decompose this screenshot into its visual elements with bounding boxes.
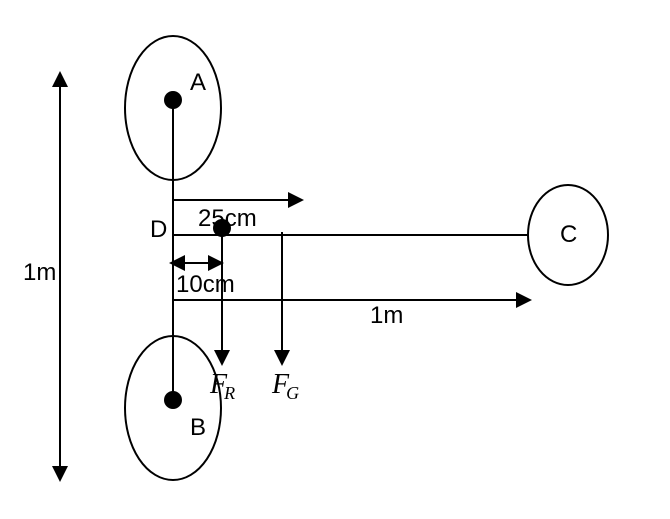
label-fr: FR	[209, 369, 235, 403]
label-fr-sub: R	[223, 383, 235, 403]
label-1m-vert: 1m	[23, 259, 56, 286]
physics-diagram: 1m 25cm 10cm 1m FR FG A B C D	[0, 0, 670, 519]
dot-a	[164, 91, 182, 109]
label-a: A	[190, 69, 206, 96]
label-1m-horiz: 1m	[370, 302, 403, 329]
label-10cm: 10cm	[176, 271, 235, 298]
label-fg: FG	[271, 369, 299, 403]
dot-b	[164, 391, 182, 409]
label-b: B	[190, 414, 206, 441]
label-fg-sub: G	[286, 383, 299, 403]
label-25cm: 25cm	[198, 205, 257, 232]
label-d: D	[150, 216, 167, 243]
label-c: C	[560, 221, 577, 248]
